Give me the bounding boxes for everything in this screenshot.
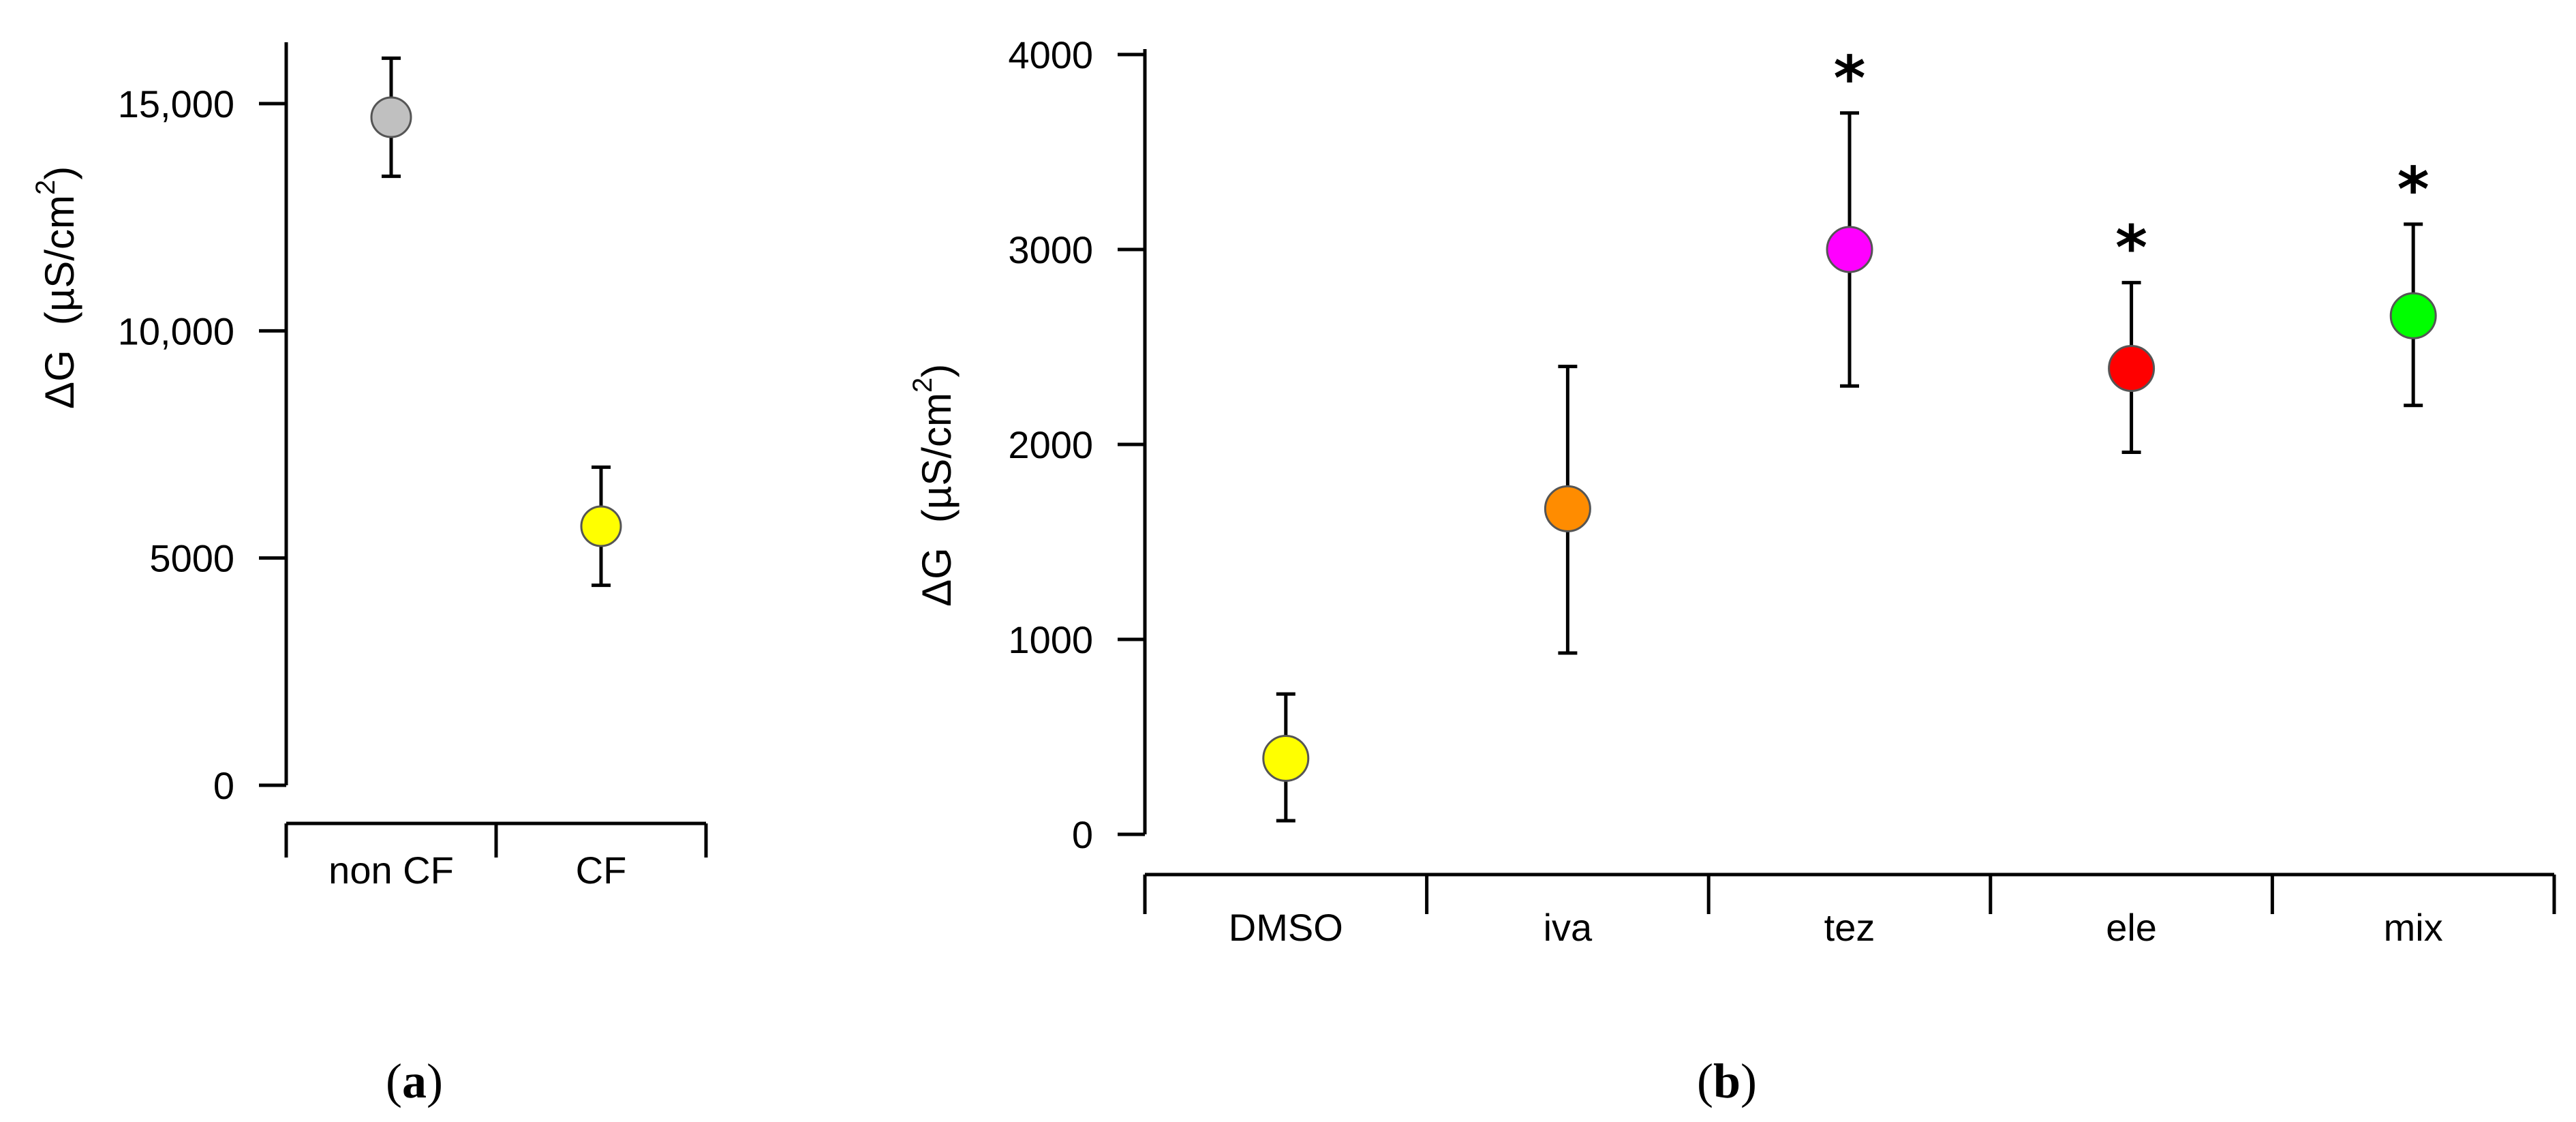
panel-a: ΔG(µS/cm2) (a) 0 5000 10,000 15,000 non CF CF — [31, 42, 708, 1108]
data-point — [370, 96, 412, 138]
y-tick-label: 3000 — [1008, 228, 1093, 271]
y-axis-label-a: ΔG(µS/cm2) — [31, 166, 82, 409]
y-tick-label: 4000 — [1008, 33, 1093, 76]
panel-label-a: (a) — [386, 1054, 443, 1108]
y-tick-label: 0 — [1072, 813, 1093, 856]
significance-marker: * — [2397, 154, 2429, 226]
data-point — [1826, 226, 1873, 273]
x-tick-label: tez — [1824, 906, 1875, 949]
y-tick-label: 2000 — [1008, 423, 1093, 466]
x-tick-label: non CF — [328, 849, 454, 892]
y-tick-label: 0 — [213, 764, 234, 807]
data-point — [580, 505, 622, 547]
y-tick-label: 5000 — [149, 537, 234, 580]
data-point — [1544, 485, 1591, 532]
data-point — [1262, 734, 1310, 782]
data-point — [2108, 344, 2156, 392]
significance-marker: * — [1833, 43, 1865, 115]
x-tick-label: iva — [1544, 906, 1593, 949]
data-point — [2389, 292, 2437, 339]
y-tick-label: 15,000 — [118, 82, 234, 125]
x-tick-label: ele — [2106, 906, 2157, 949]
x-tick-label: DMSO — [1229, 906, 1343, 949]
x-tick-label: CF — [576, 849, 627, 892]
x-tick-label: mix — [2384, 906, 2443, 949]
y-tick-label: 10,000 — [118, 309, 234, 352]
y-axis-label-b: ΔG(µS/cm2) — [908, 364, 960, 607]
panel-b: ΔG(µS/cm2) (b) 0 1000 2000 3000 4000 DMSO iva t… — [908, 33, 2556, 1108]
panel-label-b: (b) — [1697, 1054, 1757, 1108]
significance-marker: * — [2115, 213, 2147, 284]
y-tick-label: 1000 — [1008, 618, 1093, 661]
